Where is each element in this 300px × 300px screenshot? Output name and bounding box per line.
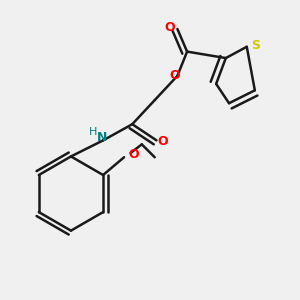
Text: S: S	[252, 39, 261, 52]
Text: O: O	[158, 135, 168, 148]
Text: O: O	[128, 148, 139, 161]
Text: H: H	[88, 127, 97, 137]
Text: O: O	[164, 21, 175, 34]
Text: N: N	[96, 130, 107, 144]
Text: O: O	[169, 69, 179, 82]
